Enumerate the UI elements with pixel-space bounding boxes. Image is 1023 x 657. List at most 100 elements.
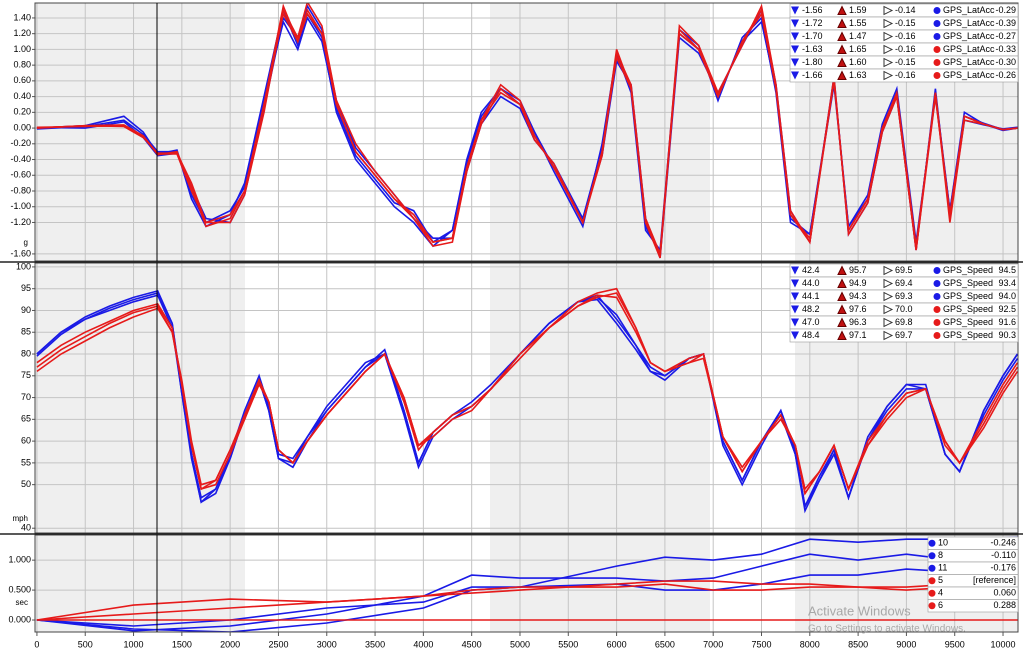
legend-max-icon [837, 330, 847, 340]
legend-min: -1.56 [802, 5, 823, 15]
y-unit-label: mph [12, 514, 28, 523]
x-tick-label: 7500 [751, 639, 771, 649]
legend-name: 10 [938, 538, 948, 548]
legend-delta-icon [883, 330, 894, 341]
x-tick-label: 500 [78, 639, 93, 649]
legend-name: GPS_LatAcc [943, 18, 995, 28]
legend-name: GPS_Speed [943, 278, 993, 288]
legend-row [927, 599, 1019, 613]
legend-delta-icon [883, 304, 894, 315]
legend-series-icon [933, 33, 941, 40]
legend-value: 94.0 [998, 291, 1016, 301]
watermark-title: Activate Windows [808, 603, 911, 618]
legend-name: 11 [938, 563, 947, 573]
legend-value: [reference] [973, 575, 1016, 585]
y-tick-label: 0.20 [13, 107, 31, 117]
legend-min-icon [791, 266, 799, 275]
legend-delta: 69.8 [895, 317, 913, 327]
legend-delta-icon [883, 278, 894, 289]
legend-delta-icon [883, 31, 894, 42]
legend-max: 1.60 [849, 57, 867, 67]
legend-delta: 69.4 [895, 278, 913, 288]
legend-min: 44.1 [802, 291, 820, 301]
legend-min-icon [791, 305, 799, 314]
legend-series-icon [933, 280, 941, 287]
legend-row [789, 68, 1019, 83]
series-line [36, 568, 1018, 627]
x-tick-label: 6500 [655, 639, 675, 649]
legend-max: 1.65 [849, 44, 867, 54]
legend-value: -0.27 [995, 31, 1016, 41]
legend-min-icon [791, 19, 799, 28]
panel-border [34, 262, 1019, 534]
y-tick-label: 75 [21, 370, 31, 380]
legend-value: -0.176 [990, 563, 1016, 573]
legend-row [789, 328, 1019, 343]
y-tick-label: 0.00 [13, 122, 31, 132]
legend-name: GPS_Speed [943, 304, 993, 314]
legend-min-icon [791, 71, 799, 80]
legend-min: 42.4 [802, 265, 820, 275]
legend-delta: -0.16 [895, 70, 916, 80]
legend-value: 94.5 [998, 265, 1016, 275]
series-line [36, 536, 1018, 632]
legend-series-icon [928, 602, 936, 610]
series-line [36, 580, 1018, 621]
legend-delta-icon [883, 44, 894, 55]
y-tick-label: 55 [21, 457, 31, 467]
legend-max: 97.1 [849, 330, 867, 340]
x-tick-label: 5000 [510, 639, 530, 649]
legend-min-icon [791, 292, 799, 301]
legend-series-icon [933, 59, 941, 66]
x-tick-label: 6000 [607, 639, 627, 649]
legend-delta: 69.7 [895, 330, 913, 340]
y-tick-label: 0.60 [13, 75, 31, 85]
legend-min: -1.66 [802, 70, 823, 80]
legend-name: 6 [938, 600, 943, 610]
legend-series-icon [933, 293, 941, 300]
x-tick-label: 2000 [220, 639, 240, 649]
legend-max-icon [837, 18, 847, 28]
legend-delta: -0.16 [895, 31, 916, 41]
y-tick-label: -1.60 [10, 248, 31, 258]
y-tick-label: 60 [21, 435, 31, 445]
legend-min-icon [791, 58, 799, 67]
legend-delta-icon [883, 57, 894, 68]
legend-value: -0.29 [995, 5, 1016, 15]
legend-value: -0.33 [995, 44, 1016, 54]
legend-max: 97.6 [849, 304, 867, 314]
legend-value: -0.26 [995, 70, 1016, 80]
legend-delta: -0.14 [895, 5, 916, 15]
legend-series-icon [928, 577, 936, 585]
x-tick-label: 7000 [703, 639, 723, 649]
legend-series-icon [933, 20, 941, 27]
series-line [36, 11, 1018, 257]
legend-min: -1.63 [802, 44, 823, 54]
legend-series-icon [928, 589, 936, 597]
legend-delta-icon [883, 5, 894, 16]
legend-min-icon [791, 318, 799, 327]
legend-value: 93.4 [998, 278, 1016, 288]
legend-name: GPS_LatAcc [943, 31, 995, 41]
x-tick-label: 9000 [896, 639, 916, 649]
y-unit-label: sec [16, 598, 28, 607]
x-tick-label: 0 [34, 639, 39, 649]
legend-min: -1.70 [802, 31, 823, 41]
y-tick-label: 1.00 [13, 44, 31, 54]
legend-max-icon [837, 265, 847, 275]
y-tick-label: -1.20 [10, 217, 31, 227]
legend-max-icon [837, 278, 847, 288]
y-tick-label: 1.000 [8, 555, 31, 565]
panel-band [245, 535, 490, 632]
legend-name: GPS_LatAcc [943, 57, 995, 67]
legend-delta-icon [883, 70, 894, 81]
series-line [36, 292, 1018, 496]
y-tick-label: 1.20 [13, 28, 31, 38]
legend-max-icon [837, 44, 847, 54]
legend-max: 95.7 [849, 265, 867, 275]
legend-min-icon [791, 331, 799, 340]
x-tick-label: 8000 [800, 639, 820, 649]
legend-series-icon [933, 267, 941, 274]
legend-min: -1.72 [802, 18, 823, 28]
legend-max-icon [837, 70, 847, 80]
